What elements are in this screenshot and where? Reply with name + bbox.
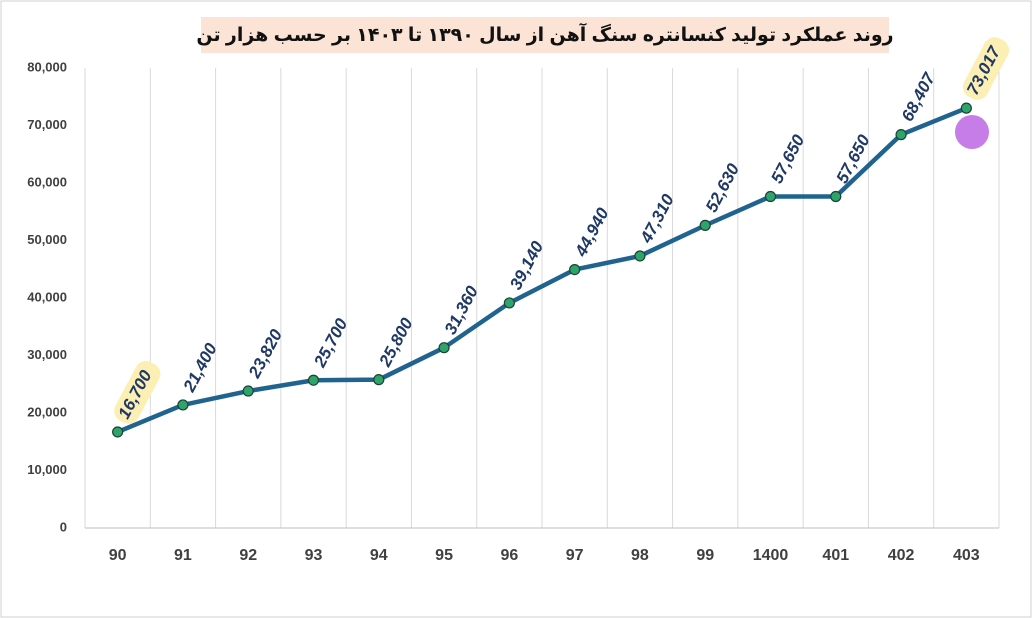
highlight-rect — [962, 37, 1010, 100]
marker — [242, 385, 254, 397]
y-tick-label: 50,000 — [27, 232, 67, 247]
y-tick-label: 60,000 — [27, 174, 67, 189]
marker — [895, 129, 907, 141]
x-tick-label: 402 — [888, 547, 915, 564]
y-tick-label: 80,000 — [27, 59, 67, 74]
x-tick-label: 96 — [500, 547, 518, 564]
marker — [503, 297, 515, 309]
x-tick-label: 401 — [822, 547, 849, 564]
purple-dot — [955, 115, 989, 149]
marker — [699, 219, 711, 231]
marker — [830, 190, 842, 203]
marker — [634, 250, 646, 262]
title-box — [201, 17, 889, 53]
grid — [84, 68, 1000, 529]
x-tick-label: 92 — [239, 547, 257, 564]
marker — [307, 374, 320, 386]
x-tick-label: 90 — [109, 547, 127, 564]
x-tick-label: 98 — [631, 547, 649, 564]
y-tick-label: 0 — [60, 519, 67, 534]
marker — [438, 342, 450, 354]
y-tick-label: 40,000 — [27, 289, 67, 304]
x-tick-label: 94 — [370, 547, 388, 564]
y-tick-label: 70,000 — [27, 117, 67, 132]
x-tick-label: 91 — [174, 547, 192, 564]
label-highlight — [114, 361, 161, 424]
line — [116, 106, 968, 435]
y-tick-label: 10,000 — [27, 462, 67, 477]
marker — [112, 426, 124, 438]
highlights — [114, 37, 1010, 424]
marker — [177, 399, 189, 411]
x-tick-label: 1400 — [753, 547, 789, 564]
chart-title: روند عملکرد تولید کنسانتره سنگ آهن از سا… — [196, 22, 893, 46]
marker — [960, 102, 972, 114]
y-tick-label: 20,000 — [27, 404, 67, 419]
label-highlight — [962, 37, 1010, 100]
highlight-rect — [114, 361, 161, 424]
x-tick-label: 403 — [953, 547, 980, 564]
x-tick-label: 99 — [696, 547, 714, 564]
marker — [373, 374, 385, 386]
x-tick-label: 97 — [566, 547, 584, 564]
x-tick-label: 93 — [305, 547, 323, 564]
y-tick-label: 30,000 — [27, 347, 67, 362]
x-tick-label: 95 — [435, 547, 453, 564]
marker — [764, 190, 777, 203]
marker — [569, 263, 581, 276]
